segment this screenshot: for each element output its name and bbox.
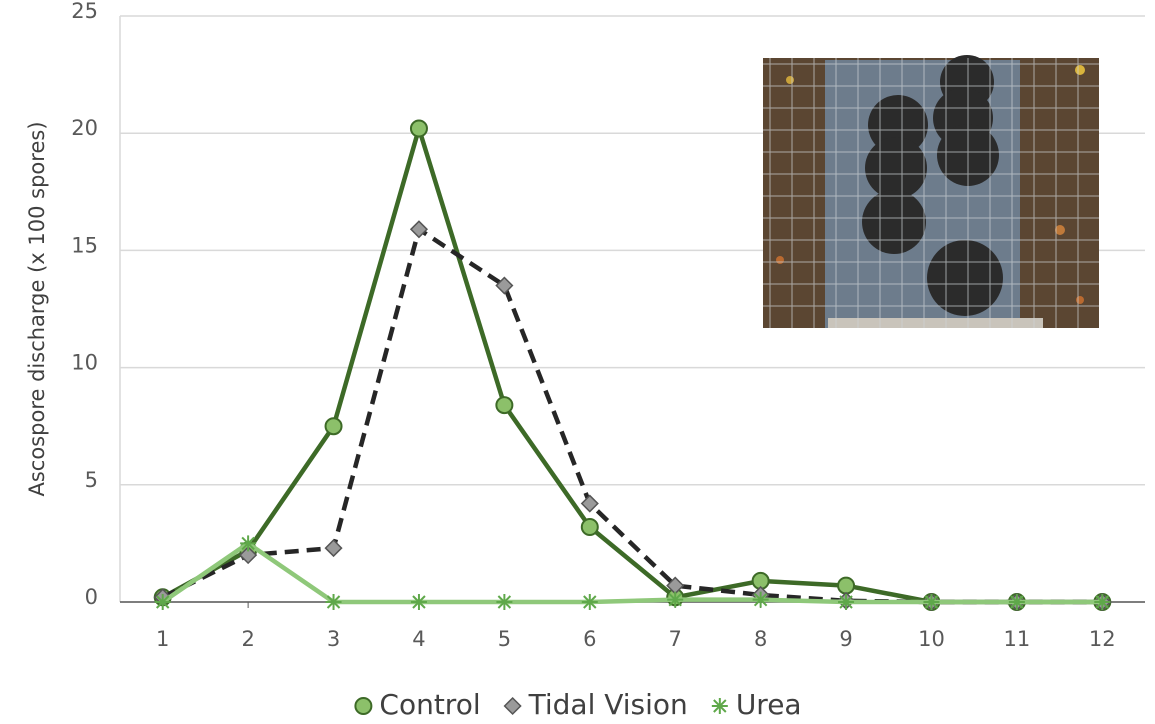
- marker: [326, 594, 342, 610]
- marker: [667, 592, 683, 608]
- legend-label: Tidal Vision: [528, 688, 688, 721]
- marker: [240, 535, 256, 551]
- photo-pot: [862, 190, 926, 254]
- marker: [838, 578, 854, 594]
- marker: [411, 594, 427, 610]
- marker: [1009, 594, 1025, 610]
- photo-pot: [927, 240, 1003, 316]
- marker: [411, 121, 427, 137]
- x-tick-label: 5: [498, 627, 511, 651]
- marker: [155, 594, 171, 610]
- x-tick-label: 7: [669, 627, 682, 651]
- photo-leaf: [786, 76, 794, 84]
- y-tick-label: 10: [71, 351, 98, 375]
- x-tick-label: 11: [1004, 627, 1031, 651]
- marker: [496, 397, 512, 413]
- legend-label: Control: [379, 688, 480, 721]
- photo-leaf: [1076, 296, 1084, 304]
- y-tick-label: 15: [71, 233, 98, 257]
- photo-leaf: [776, 256, 784, 264]
- x-tick-label: 8: [754, 627, 767, 651]
- y-tick-label: 0: [85, 585, 98, 609]
- x-tick-label: 2: [241, 627, 254, 651]
- photo-block: [828, 318, 1043, 328]
- legend-label: Urea: [736, 688, 802, 721]
- marker: [838, 594, 854, 610]
- y-tick-label: 25: [71, 0, 98, 23]
- y-axis-title: Ascospore discharge (x 100 spores): [25, 121, 49, 496]
- y-tick-label: 20: [71, 116, 98, 140]
- x-tick-label: 6: [583, 627, 596, 651]
- legend-marker: [712, 698, 728, 714]
- x-tick-label: 12: [1089, 627, 1116, 651]
- legend-marker: [355, 698, 371, 714]
- x-tick-label: 4: [412, 627, 425, 651]
- marker: [753, 592, 769, 608]
- x-tick-label: 9: [839, 627, 852, 651]
- chart: Ascospore discharge (x 100 spores) 0 5 10 1…: [0, 0, 1155, 724]
- marker: [1094, 594, 1110, 610]
- photo-leaf: [1075, 65, 1085, 75]
- x-tick-label: 1: [156, 627, 169, 651]
- x-tick-label: 3: [327, 627, 340, 651]
- marker: [582, 519, 598, 535]
- photo-pot: [865, 137, 927, 199]
- x-tick-label: 10: [918, 627, 945, 651]
- marker: [326, 418, 342, 434]
- marker: [496, 594, 512, 610]
- marker: [923, 594, 939, 610]
- marker: [582, 594, 598, 610]
- y-tick-label: 5: [85, 468, 98, 492]
- inset-photo: [763, 55, 1099, 328]
